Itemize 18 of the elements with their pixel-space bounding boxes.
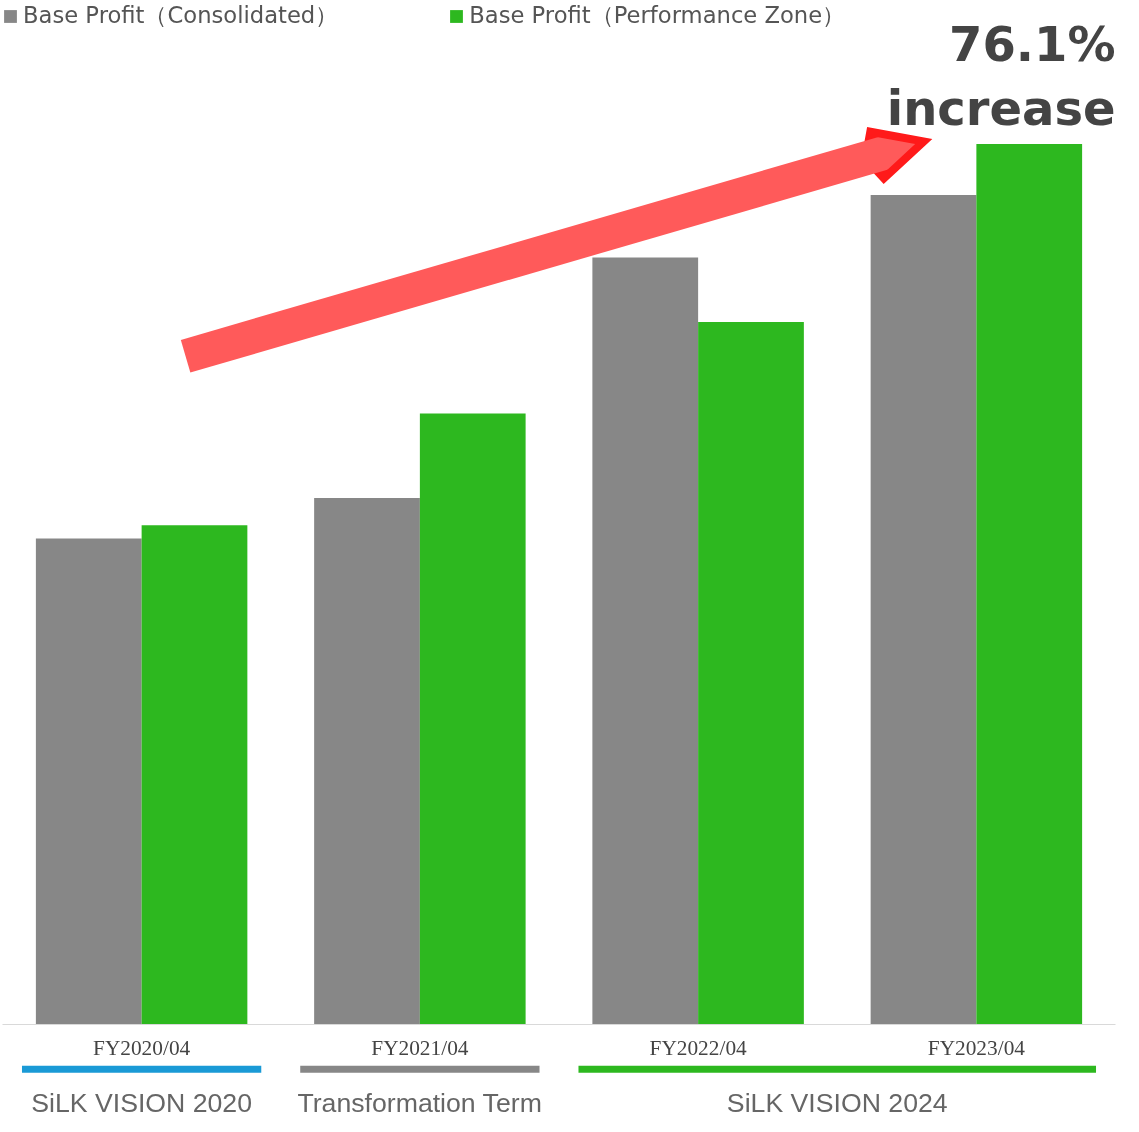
legend-label: Base Profit（Performance Zone） bbox=[469, 1, 846, 30]
bar bbox=[419, 413, 526, 1025]
text: SiLK VISION 2020 bbox=[31, 1088, 253, 1119]
text: 76.1% increase bbox=[886, 15, 1116, 136]
text: SiLK VISION 2024 bbox=[726, 1088, 948, 1119]
bar bbox=[976, 144, 1083, 1025]
x-tick-label: FY2022/04 bbox=[649, 1035, 748, 1060]
bar bbox=[35, 538, 142, 1025]
bar bbox=[592, 257, 699, 1025]
bar bbox=[314, 497, 420, 1025]
x-tick-label: FY2020/04 bbox=[93, 1035, 191, 1060]
bar bbox=[870, 195, 977, 1025]
x-tick-label: FY2023/04 bbox=[927, 1035, 1026, 1060]
text: Transformation Term bbox=[297, 1088, 542, 1119]
legend-label: Base Profit（Consolidated） bbox=[23, 1, 339, 30]
x-tick-label: FY2021/04 bbox=[371, 1035, 469, 1060]
bar bbox=[141, 525, 248, 1025]
bar bbox=[698, 321, 804, 1025]
